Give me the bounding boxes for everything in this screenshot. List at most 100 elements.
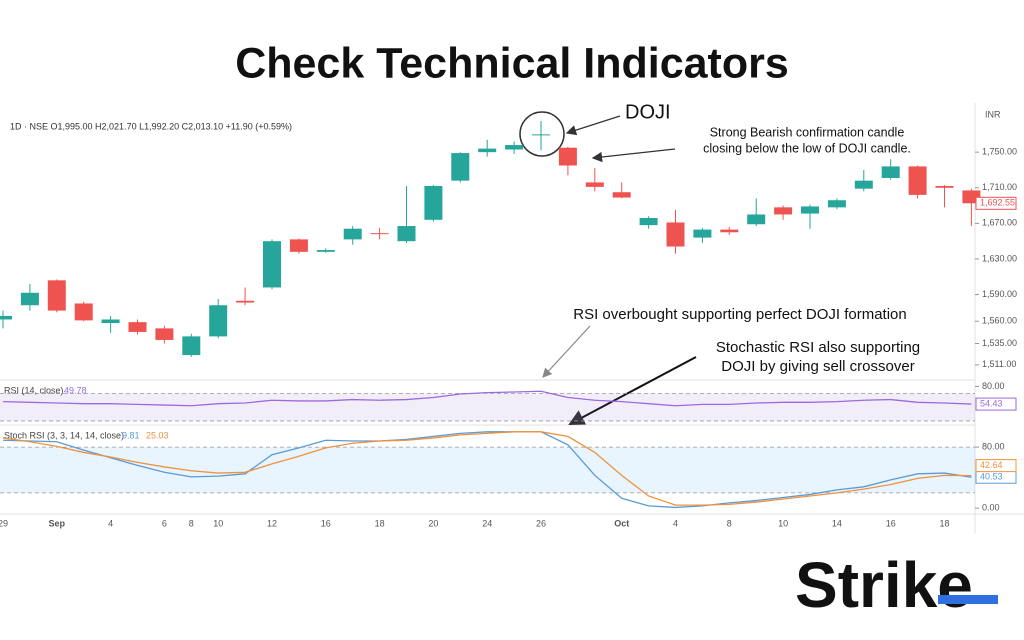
brand-stripe xyxy=(938,595,998,604)
candle-body xyxy=(935,185,954,188)
candle-body xyxy=(532,134,550,136)
x-tick-label: 4 xyxy=(673,518,678,528)
x-tick-label: 16 xyxy=(886,518,896,528)
candle-body xyxy=(101,319,120,324)
y-tick-label: 80.00 xyxy=(982,441,1005,451)
series-line xyxy=(2,390,972,407)
candle-body xyxy=(451,153,470,181)
y-tick-label: 0.00 xyxy=(982,503,1000,513)
annotation: Stochastic RSI also supporting xyxy=(716,339,920,356)
y-tick-label: 1,535.00 xyxy=(982,338,1017,348)
x-tick-label: 29 xyxy=(0,518,8,528)
band xyxy=(0,447,975,493)
series-line xyxy=(2,431,972,506)
x-tick-label: 16 xyxy=(321,518,331,528)
last-value-label: 42.64 xyxy=(980,460,1003,470)
candle-body xyxy=(854,180,873,189)
candle-body xyxy=(128,322,147,332)
candle-body xyxy=(747,214,766,225)
candle-body xyxy=(478,148,497,153)
y-tick-label: 1,710.00 xyxy=(982,182,1017,192)
last-value-box xyxy=(975,459,1017,473)
candle-body xyxy=(774,207,793,215)
legend-label: RSI (14, close) xyxy=(4,385,64,395)
y-tick-label: 1,750.00 xyxy=(982,147,1017,157)
legend-value: 9.81 xyxy=(122,430,140,440)
x-tick-label: 8 xyxy=(189,518,194,528)
candle-body xyxy=(155,328,174,340)
arrow xyxy=(591,148,676,163)
x-tick-label: 20 xyxy=(428,518,438,528)
chart-header: 1D · NSE O1,995.00 H2,021.70 L1,992.20 C… xyxy=(10,121,292,131)
annotation: DOJI xyxy=(625,101,671,123)
candle-body xyxy=(74,303,93,321)
x-tick-label: Oct xyxy=(614,518,629,528)
candle-body xyxy=(827,200,846,208)
brand: Strike xyxy=(795,549,973,621)
annotation: DOJI by giving sell crossover xyxy=(721,358,914,375)
currency: INR xyxy=(985,109,1001,119)
legend-value: 25.03 xyxy=(146,430,169,440)
y-tick-label: 1,560.00 xyxy=(982,316,1017,326)
y-tick-label: 1,670.00 xyxy=(982,218,1017,228)
last-value-box xyxy=(975,196,1017,210)
last-value-box xyxy=(975,397,1017,411)
candle-body xyxy=(639,218,658,226)
x-tick-label: 24 xyxy=(482,518,492,528)
y-tick-label: 80.00 xyxy=(982,381,1005,391)
candle-body xyxy=(370,233,389,235)
candle-body xyxy=(343,228,362,240)
x-tick-label: 14 xyxy=(832,518,842,528)
x-tick-label: 10 xyxy=(778,518,788,528)
last-value-label: 54.43 xyxy=(980,398,1003,408)
page-title: Check Technical Indicators xyxy=(235,39,789,87)
candle-body xyxy=(236,300,255,303)
x-tick-label: 18 xyxy=(939,518,949,528)
x-tick-label: 6 xyxy=(162,518,167,528)
candle-body xyxy=(881,166,900,178)
x-tick-label: 4 xyxy=(108,518,113,528)
y-tick-label: 1,590.00 xyxy=(982,289,1017,299)
annotation: closing below the low of DOJI candle. xyxy=(703,141,911,155)
candle-body xyxy=(612,192,631,198)
candle-body xyxy=(720,229,739,233)
candle-body xyxy=(585,182,604,187)
x-tick-label: 26 xyxy=(536,518,546,528)
candle-body xyxy=(693,229,712,238)
doji-circle xyxy=(519,111,565,157)
chart-area xyxy=(0,103,1024,533)
x-tick-label: 18 xyxy=(375,518,385,528)
arrow xyxy=(542,325,591,378)
candle-body xyxy=(0,315,12,320)
annotation: RSI overbought supporting perfect DOJI f… xyxy=(573,306,907,323)
candle-body xyxy=(908,166,927,195)
x-tick-label: 10 xyxy=(213,518,223,528)
candle-body xyxy=(558,147,577,166)
candle-body xyxy=(47,280,66,311)
series-line xyxy=(2,431,972,509)
candle-body xyxy=(424,185,443,220)
candle-body xyxy=(182,336,201,356)
arrow xyxy=(565,115,621,136)
legend-value: 49.78 xyxy=(64,385,87,395)
arrow xyxy=(568,356,697,425)
band xyxy=(0,393,975,421)
annotation: Strong Bearish confirmation candle xyxy=(710,125,905,139)
y-tick-label: 1,511.00 xyxy=(982,359,1016,369)
candle-body xyxy=(505,145,524,150)
legend-label: Stoch RSI (3, 3, 14, 14, close) xyxy=(4,430,124,440)
candle-body xyxy=(289,239,308,252)
candle-body xyxy=(801,206,819,214)
candle-body xyxy=(397,226,416,242)
candle-body xyxy=(263,241,281,288)
candle-body xyxy=(666,222,685,247)
x-tick-label: 8 xyxy=(727,518,732,528)
last-value-label: 1,692.55 xyxy=(980,198,1015,208)
candle-body xyxy=(20,292,39,306)
last-value-label: 40.53 xyxy=(980,472,1003,482)
candle-body xyxy=(209,305,228,337)
x-tick-label: Sep xyxy=(49,518,66,528)
candle-body xyxy=(316,250,335,252)
